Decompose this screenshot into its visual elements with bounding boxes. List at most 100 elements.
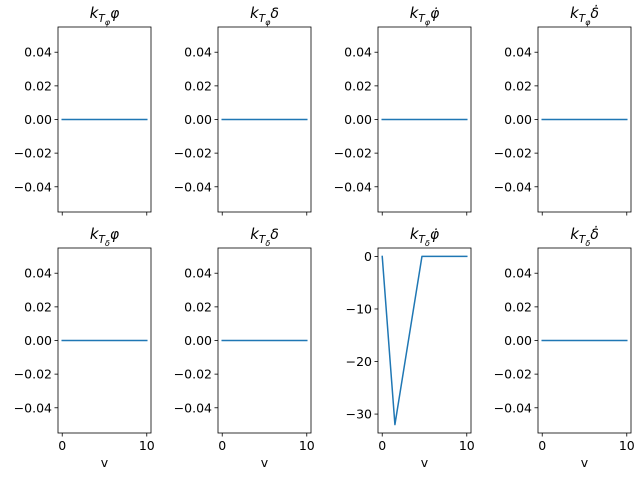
ytick-label: 0.00	[184, 333, 212, 348]
ytick-label: 0.02	[504, 299, 532, 314]
subplot-title: kTδδ	[250, 225, 279, 248]
title-sub2: δ	[265, 239, 270, 248]
ytick-label: −0.04	[174, 179, 212, 194]
ytick-label: 0.04	[24, 45, 52, 60]
title-sub2: φ	[105, 18, 111, 27]
ytick-label: 0.04	[24, 266, 52, 281]
ytick-label: −0.04	[174, 400, 212, 415]
title-suffix: φ̇	[430, 227, 440, 243]
title-sub1: T	[98, 13, 106, 25]
ytick-label: −10	[346, 301, 372, 316]
ytick-label: 0.00	[504, 333, 532, 348]
title-suffix: δ̇	[590, 4, 599, 22]
title-sub2: φ	[425, 18, 431, 27]
title-sub2: δ	[425, 239, 430, 248]
title-base: k	[410, 225, 420, 243]
subplot-7: 0 −10 −20 −30 0 10 v kTδφ̇	[346, 225, 475, 470]
ytick-label: 0.00	[24, 333, 52, 348]
title-sub2: δ	[105, 239, 110, 248]
ytick-label: −0.02	[174, 146, 212, 161]
ytick-label: −0.02	[494, 146, 532, 161]
title-sub1: T	[99, 234, 107, 246]
ytick-label: 0.02	[184, 78, 212, 93]
series-line	[381, 255, 468, 426]
title-suffix: δ̇	[590, 225, 599, 243]
title-base: k	[90, 4, 100, 22]
ytick-label: −0.02	[334, 146, 372, 161]
title-sub1: T	[419, 234, 427, 246]
ytick-label: 0.02	[24, 299, 52, 314]
axes-frame	[377, 247, 472, 434]
ytick-label: 0.00	[504, 112, 532, 127]
xaxis-label: v	[421, 455, 429, 470]
title-sub2: φ	[585, 18, 591, 27]
xtick-label: 10	[619, 438, 635, 453]
ytick-label: 0.04	[184, 45, 212, 60]
ytick-label: 0.04	[504, 266, 532, 281]
title-suffix: φ̇	[430, 6, 440, 22]
ytick-label: −0.04	[494, 400, 532, 415]
subplot-4: 0.04 0.02 0.00 −0.02 −0.04 kTφδ̇	[494, 4, 632, 216]
subplot-6: 0.04 0.02 0.00 −0.02 −0.04 0 10 v kTδδ	[174, 225, 315, 470]
ytick-label: −0.04	[494, 179, 532, 194]
subplot-8: 0.04 0.02 0.00 −0.02 −0.04 0 10 v kTδδ̇	[494, 225, 635, 470]
ytick-label: 0.04	[184, 266, 212, 281]
title-sub2: φ	[265, 18, 271, 27]
subplot-title: kTφδ	[250, 4, 279, 27]
ytick-label: 0.02	[184, 299, 212, 314]
ytick-label: −0.02	[174, 367, 212, 382]
title-suffix: φ	[110, 6, 120, 22]
subplot-1: 0.04 0.02 0.00 −0.02 −0.04 kTφφ	[14, 4, 152, 216]
ytick-label: −0.04	[334, 179, 372, 194]
title-suffix: φ	[110, 227, 120, 243]
title-sub1: T	[579, 13, 587, 25]
ytick-label: 0.02	[344, 78, 372, 93]
subplot-title: kTδφ̇	[410, 225, 440, 248]
title-base: k	[570, 225, 580, 243]
xtick-label: 0	[218, 438, 226, 453]
ytick-label: −0.04	[14, 179, 52, 194]
title-sub1: T	[418, 13, 426, 25]
subplot-title: kTφφ̇	[410, 4, 440, 27]
subplot-2: 0.04 0.02 0.00 −0.02 −0.04 kTφδ	[174, 4, 312, 216]
ytick-label: 0.00	[24, 112, 52, 127]
subplot-title: kTδφ	[90, 225, 120, 248]
title-suffix: δ	[270, 227, 279, 243]
subplot-title: kTδδ̇	[570, 225, 599, 248]
title-base: k	[410, 4, 420, 22]
xtick-label: 0	[378, 438, 386, 453]
xaxis-label: v	[581, 455, 589, 470]
title-sub1: T	[259, 234, 267, 246]
subplot-title: kTφφ	[90, 4, 120, 27]
ytick-label: 0	[364, 249, 372, 264]
xtick-label: 0	[58, 438, 66, 453]
ytick-label: 0.04	[344, 45, 372, 60]
subplot-5: 0.04 0.02 0.00 −0.02 −0.04 0 10 v kTδφ	[14, 225, 155, 470]
xaxis-label: v	[101, 455, 109, 470]
xtick-label: 10	[139, 438, 155, 453]
ytick-label: 0.00	[184, 112, 212, 127]
xtick-label: 0	[538, 438, 546, 453]
title-sub1: T	[259, 13, 267, 25]
title-base: k	[90, 225, 100, 243]
title-suffix: δ	[270, 6, 279, 22]
title-sub1: T	[579, 234, 587, 246]
ytick-label: −0.04	[14, 400, 52, 415]
ytick-label: 0.04	[504, 45, 532, 60]
subplot-3: 0.04 0.02 0.00 −0.02 −0.04 kTφφ̇	[334, 4, 472, 216]
title-base: k	[250, 225, 260, 243]
xaxis-label: v	[261, 455, 269, 470]
ytick-label: 0.02	[504, 78, 532, 93]
ytick-label: 0.00	[344, 112, 372, 127]
ytick-label: −0.02	[14, 367, 52, 382]
ytick-label: −30	[346, 407, 372, 422]
ytick-label: 0.02	[24, 78, 52, 93]
xtick-label: 10	[459, 438, 475, 453]
ytick-label: −20	[346, 354, 372, 369]
subplot-title: kTφδ̇	[570, 4, 599, 27]
title-sub2: δ	[585, 239, 590, 248]
title-base: k	[250, 4, 260, 22]
title-base: k	[570, 4, 580, 22]
xtick-label: 10	[299, 438, 315, 453]
